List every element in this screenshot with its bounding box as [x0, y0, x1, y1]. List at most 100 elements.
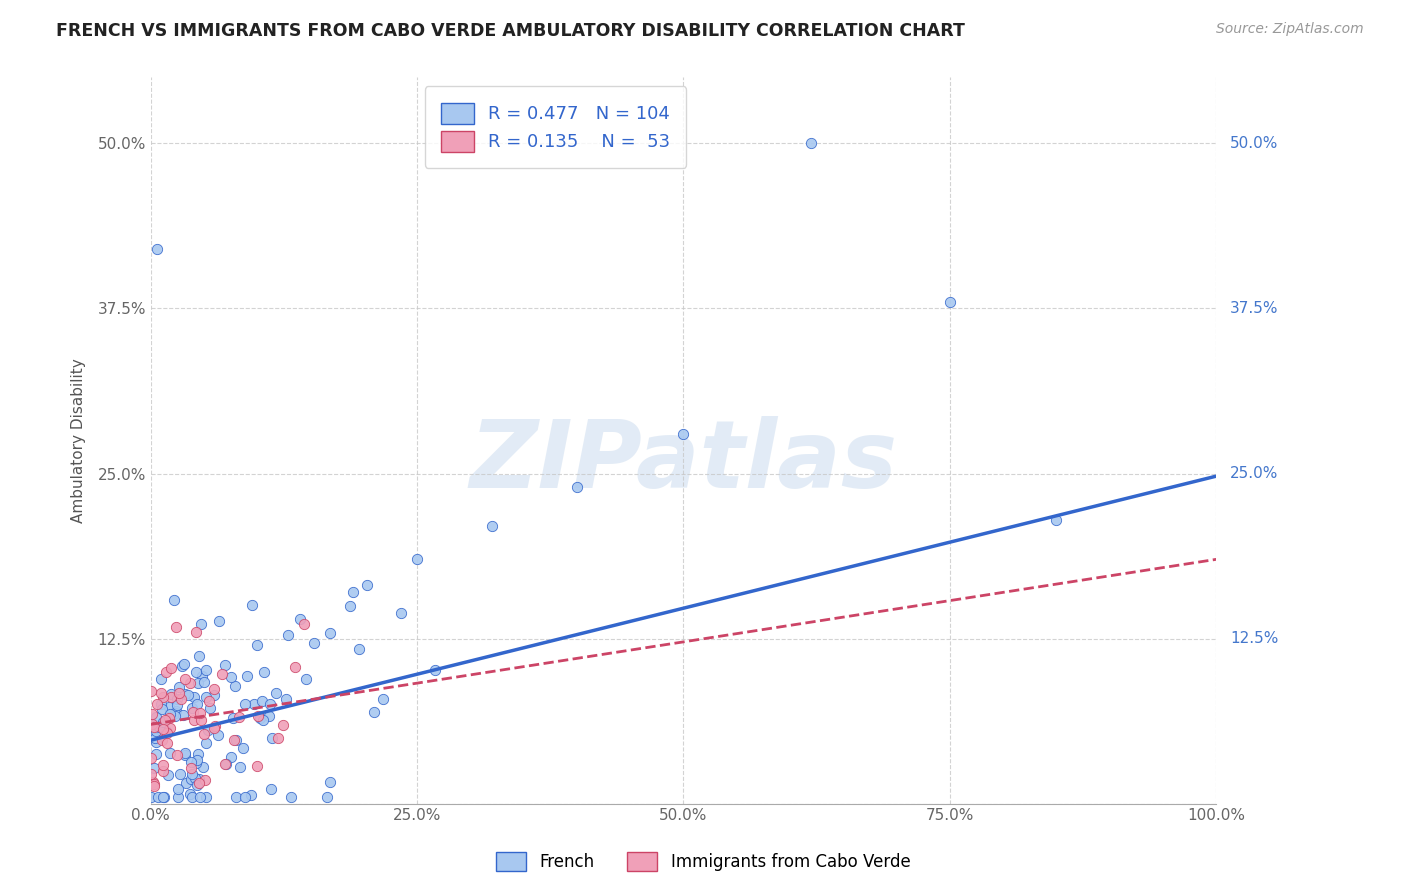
Point	[302, 636, 325, 650]
Point	[195, 790, 218, 805]
Point	[190, 713, 212, 727]
Point	[139, 766, 162, 780]
Point	[167, 790, 190, 805]
Point	[145, 735, 167, 749]
Point	[389, 607, 412, 621]
Point	[194, 663, 217, 677]
Point	[246, 759, 269, 773]
Point	[181, 705, 204, 719]
Point	[273, 717, 295, 731]
Point	[193, 727, 215, 741]
Point	[246, 709, 269, 723]
Point	[153, 790, 176, 805]
Point	[288, 612, 311, 626]
Point	[139, 684, 162, 698]
Y-axis label: Ambulatory Disability: Ambulatory Disability	[72, 359, 86, 523]
Point	[1045, 513, 1067, 527]
Point	[146, 790, 169, 805]
Point	[198, 700, 221, 714]
Point	[141, 707, 163, 722]
Point	[228, 709, 250, 723]
Point	[186, 778, 208, 792]
Point	[152, 723, 174, 737]
Point	[260, 782, 283, 797]
Point	[188, 706, 211, 720]
Point	[150, 702, 173, 716]
Point	[160, 660, 183, 674]
Point	[145, 710, 167, 724]
Point	[211, 667, 233, 681]
Point	[167, 686, 190, 700]
Point	[266, 731, 288, 746]
Point	[166, 698, 188, 712]
Point	[180, 761, 202, 775]
Point	[186, 624, 208, 639]
Point	[159, 687, 181, 701]
Point	[150, 673, 173, 687]
Point	[207, 728, 229, 742]
Point	[198, 693, 221, 707]
Point	[152, 758, 174, 772]
Point	[319, 774, 342, 789]
Point	[142, 723, 165, 738]
Point	[155, 665, 177, 680]
Point	[264, 686, 287, 700]
Point	[187, 676, 209, 690]
Legend: French, Immigrants from Cabo Verde: French, Immigrants from Cabo Verde	[488, 843, 918, 880]
Point	[194, 690, 217, 704]
Text: 50.0%: 50.0%	[1230, 136, 1278, 151]
Point	[356, 578, 378, 592]
Point	[187, 747, 209, 761]
Point	[166, 747, 188, 762]
Point	[156, 726, 179, 740]
Point	[139, 751, 162, 765]
Text: Source: ZipAtlas.com: Source: ZipAtlas.com	[1216, 22, 1364, 37]
Point	[159, 746, 181, 760]
Point	[316, 790, 339, 805]
Point	[176, 776, 198, 790]
Point	[276, 691, 298, 706]
Point	[225, 732, 247, 747]
Point	[157, 711, 180, 725]
Point	[481, 519, 503, 533]
Point	[167, 680, 190, 694]
Point	[142, 775, 165, 789]
Point	[186, 753, 208, 767]
Point	[139, 790, 162, 805]
Point	[145, 242, 167, 256]
Point	[565, 480, 588, 494]
Point	[157, 700, 180, 714]
Point	[166, 620, 188, 634]
Point	[142, 779, 165, 793]
Point	[240, 598, 263, 612]
Point	[800, 136, 823, 151]
Point	[193, 675, 215, 690]
Point	[188, 790, 211, 805]
Legend: R = 0.477   N = 104, R = 0.135    N =  53: R = 0.477 N = 104, R = 0.135 N = 53	[425, 87, 686, 168]
Point	[173, 657, 195, 672]
Point	[259, 709, 281, 723]
Point	[169, 767, 191, 781]
Point	[371, 692, 394, 706]
Point	[235, 698, 257, 712]
Point	[194, 772, 217, 787]
Point	[186, 698, 208, 712]
Point	[174, 746, 197, 760]
Point	[219, 670, 242, 684]
Point	[145, 724, 167, 739]
Point	[191, 760, 214, 774]
Point	[150, 733, 173, 747]
Point	[142, 720, 165, 734]
Point	[228, 760, 250, 774]
Point	[277, 627, 299, 641]
Point	[172, 659, 194, 673]
Point	[243, 697, 266, 711]
Point	[252, 713, 274, 727]
Text: ZIPatlas: ZIPatlas	[470, 417, 897, 508]
Point	[150, 697, 173, 711]
Point	[219, 750, 242, 764]
Point	[152, 690, 174, 705]
Point	[202, 682, 225, 697]
Point	[280, 790, 302, 805]
Point	[197, 723, 219, 738]
